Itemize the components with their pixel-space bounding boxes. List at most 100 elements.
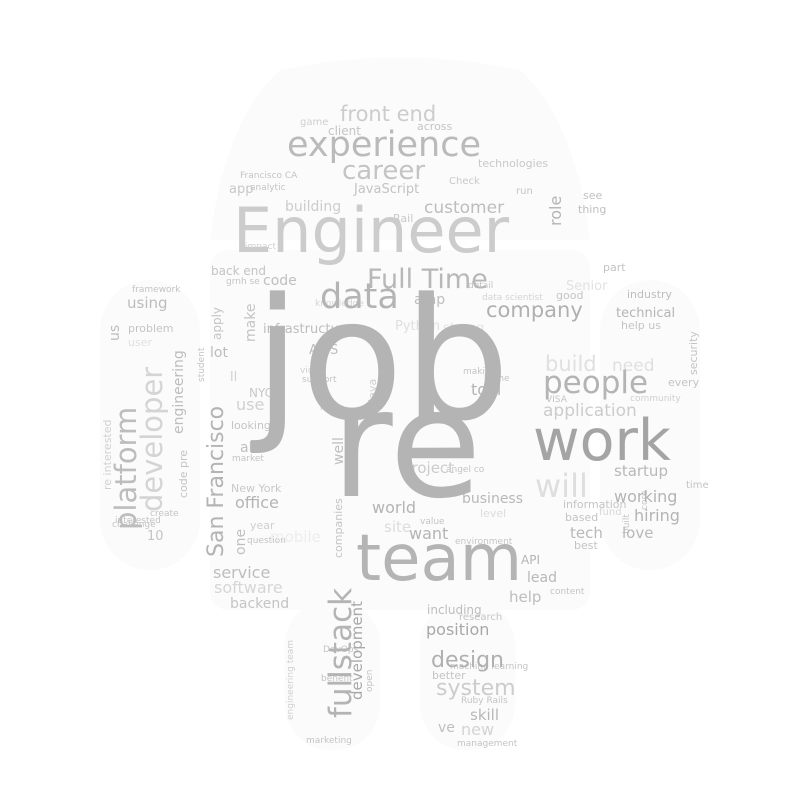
cloud-word: content <box>550 587 585 597</box>
cloud-word: mobile <box>270 528 321 546</box>
cloud-word: year <box>250 519 275 532</box>
cloud-word: using <box>127 294 168 312</box>
cloud-word: also <box>240 440 269 456</box>
cloud-word: ll <box>230 370 238 385</box>
cloud-word: across <box>417 120 453 133</box>
cloud-word: tech <box>570 524 603 542</box>
cloud-word: challenge <box>112 520 156 530</box>
cloud-word rot-word: security <box>687 331 700 375</box>
cloud-word: New York <box>231 482 282 495</box>
cloud-word: one <box>233 528 249 555</box>
cloud-word: API <box>521 553 540 567</box>
cloud-word: analytic <box>250 183 286 193</box>
cloud-word: Python <box>395 319 441 334</box>
cloud-word: job <box>254 262 511 458</box>
cloud-word: value <box>420 517 445 527</box>
cloud-word: angel co <box>446 465 485 475</box>
cloud-word: question <box>247 536 286 546</box>
cloud-word: code pre <box>177 449 190 498</box>
cloud-word: industry <box>627 288 673 301</box>
cloud-word: data scientist <box>482 293 543 303</box>
cloud-word: grnh se <box>226 277 260 287</box>
cloud-word: site <box>384 518 412 536</box>
cloud-word: based <box>565 511 599 524</box>
cloud-word: work <box>533 408 671 474</box>
cloud-word: impact <box>245 242 276 252</box>
cloud-word: home <box>484 374 510 384</box>
cloud-word: making <box>463 367 497 377</box>
cloud-word: role <box>546 195 565 226</box>
cloud-word: people <box>543 365 649 401</box>
cloud-word: detail <box>468 281 494 291</box>
cloud-word: company <box>486 298 583 322</box>
cloud-word: marketing <box>306 736 352 746</box>
cloud-word: software <box>214 578 283 597</box>
cloud-word: DevOps <box>323 645 359 655</box>
cloud-word: position <box>426 620 490 639</box>
cloud-word: create <box>150 509 179 519</box>
cloud-word: interested <box>115 516 161 526</box>
cloud-word: VISA <box>546 395 567 405</box>
cloud-word: new <box>461 720 495 739</box>
cloud-word: fund <box>599 507 622 518</box>
cloud-word: see <box>583 189 603 202</box>
cloud-word: startup <box>614 462 668 480</box>
cloud-word: world <box>372 498 417 517</box>
cloud-word: environment <box>455 537 513 547</box>
cloud-word: project <box>402 459 455 477</box>
cloud-word: benefit <box>321 674 353 684</box>
cloud-word: building <box>285 199 342 215</box>
cloud-word: Engineer <box>233 194 510 267</box>
cloud-word: want <box>409 524 449 543</box>
cloud-word: back end <box>211 264 266 278</box>
cloud-word: Full Time <box>367 264 488 295</box>
cloud-word: customer <box>424 198 505 218</box>
cloud-word: market <box>232 454 264 464</box>
cloud-word: framework <box>132 285 181 295</box>
cloud-word: application <box>543 401 637 421</box>
cloud-word: strong <box>443 321 485 336</box>
cloud-word: student <box>197 347 207 382</box>
cloud-word: hiring <box>634 506 680 525</box>
cloud-word: AWS <box>309 343 339 358</box>
cloud-word: code <box>263 273 297 289</box>
cloud-word: lead <box>527 570 557 586</box>
cloud-word: lot <box>210 345 228 361</box>
cloud-word: better <box>432 669 466 682</box>
cloud-word: time <box>686 480 709 491</box>
cloud-word: system <box>436 676 516 701</box>
cloud-word: backend <box>230 596 290 612</box>
cloud-word: run <box>516 186 533 197</box>
cloud-word: app <box>229 182 254 197</box>
cloud-word: best <box>574 539 598 552</box>
cloud-word: NYC <box>249 386 274 400</box>
cloud-word: management <box>457 739 518 749</box>
cloud-word: good <box>556 289 584 302</box>
cloud-word: career <box>342 156 426 186</box>
cloud-word: help <box>509 588 542 606</box>
cloud-word: Ruby Rails <box>461 696 508 706</box>
cloud-word: community <box>630 394 681 404</box>
cloud-word: service <box>213 563 271 582</box>
cloud-word: Rail <box>393 212 414 225</box>
cloud-word: JavaScript <box>354 182 420 197</box>
cloud-word: will <box>535 467 588 505</box>
cloud-word: office <box>235 493 279 512</box>
cloud-word: build <box>545 352 597 376</box>
cloud-word: level <box>480 507 507 520</box>
cloud-word: engineering <box>171 350 187 434</box>
cloud-word: user <box>128 336 152 349</box>
cloud-word: engineering team <box>286 639 296 720</box>
cloud-word: looking <box>231 419 271 432</box>
cloud-word: us <box>107 324 123 341</box>
cloud-word: live <box>320 403 336 413</box>
cloud-word: data <box>320 277 399 317</box>
cloud-word: every <box>668 376 700 389</box>
cloud-word: problem <box>128 322 174 335</box>
cloud-word: help us <box>621 319 661 332</box>
cloud-word: technologies <box>478 157 549 170</box>
cloud-word: ve <box>438 720 455 736</box>
cloud-word: front end <box>340 102 437 126</box>
